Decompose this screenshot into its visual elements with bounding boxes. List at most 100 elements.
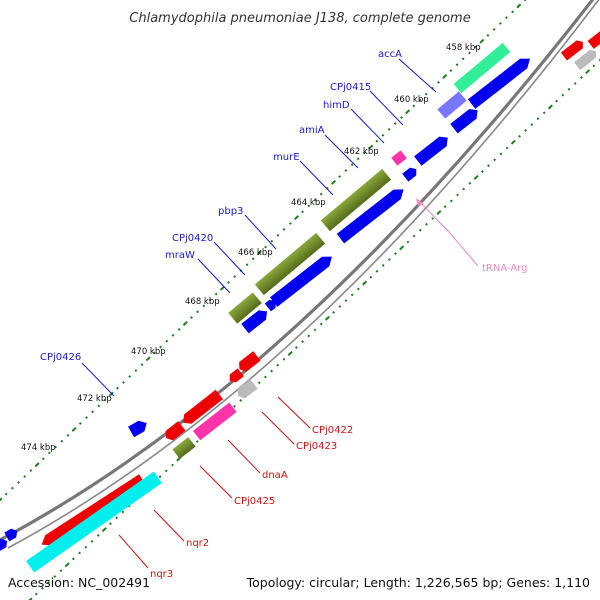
label-himD[interactable]: himD <box>323 100 350 111</box>
scale-dot <box>338 305 342 308</box>
scale-dot <box>418 98 422 102</box>
scale-dot <box>85 416 88 420</box>
gene-blue-small[interactable] <box>402 165 419 182</box>
gene-accA[interactable] <box>453 42 511 94</box>
gene-amiA[interactable] <box>414 133 451 166</box>
gene-pbp3[interactable] <box>254 232 326 296</box>
gene-magenta-small[interactable] <box>391 150 407 166</box>
gene-CPj0415[interactable] <box>437 91 467 119</box>
gene-CPj0422[interactable] <box>234 379 258 401</box>
gene-red-upper-1[interactable] <box>236 351 261 374</box>
scale-dot <box>177 327 181 331</box>
gene-blue-pbp3[interactable] <box>269 252 336 307</box>
scale-dot <box>27 597 33 600</box>
scale-dot <box>34 462 40 468</box>
label-dnaA[interactable]: dnaA <box>262 470 288 481</box>
tick-472kbp: 472 kbp <box>77 394 112 404</box>
gene-red-upper-2[interactable] <box>227 368 244 384</box>
label-nqr2[interactable]: nqr2 <box>186 538 209 549</box>
scale-dot <box>54 445 58 449</box>
label-mraW[interactable]: mraW <box>165 250 195 261</box>
tRNA-Arg-marker <box>416 198 424 206</box>
scale-dot <box>362 280 368 286</box>
label-CPj0425[interactable]: CPj0425 <box>234 496 275 507</box>
label-CPj0423[interactable]: CPj0423 <box>296 441 337 452</box>
scale-dot <box>165 339 169 343</box>
label-CPj0426[interactable]: CPj0426 <box>40 352 81 363</box>
scale-dot <box>338 175 342 178</box>
scale-dot <box>499 152 503 156</box>
scale-dot <box>579 76 583 80</box>
gene-topright-red-1[interactable] <box>560 38 586 61</box>
scale-dot <box>158 475 162 479</box>
scale-dot <box>487 164 490 168</box>
scale-dot <box>330 179 337 185</box>
genome-backbone <box>0 0 600 549</box>
gene-blue-murE[interactable] <box>336 185 407 244</box>
scale-dot <box>64 562 70 568</box>
gene-CPj0425[interactable] <box>172 437 196 459</box>
scale-dot <box>369 275 373 279</box>
scale-dot <box>456 193 459 197</box>
scale-dot <box>443 205 447 209</box>
scale-dot <box>350 293 354 297</box>
scale-dot <box>480 170 484 173</box>
scale-dot <box>319 322 323 326</box>
scale-dot <box>101 527 107 533</box>
tick-464kbp: 464 kbp <box>291 198 326 208</box>
gene-nqr3[interactable] <box>26 471 162 573</box>
scale-dot <box>78 422 82 425</box>
scale-dot <box>90 539 94 543</box>
label-accA[interactable]: accA <box>378 49 402 60</box>
scale-dot <box>0 497 3 503</box>
gene-left-blue-1[interactable] <box>4 527 19 542</box>
scale-dot <box>473 174 479 180</box>
scale-dot <box>276 233 280 237</box>
gene-dnaA[interactable] <box>192 402 237 441</box>
label-pbp3[interactable]: pbp3 <box>218 206 243 217</box>
tick-458kbp: 458 kbp <box>446 43 481 53</box>
scale-dot <box>561 93 565 97</box>
scale-dot <box>66 433 70 437</box>
label-murE[interactable]: murE <box>273 152 300 163</box>
scale-dot <box>505 16 508 20</box>
scale-dot <box>251 257 255 261</box>
scale-dot <box>288 222 292 225</box>
scale-dot <box>29 469 33 473</box>
gene-topright-gray[interactable] <box>574 47 599 71</box>
gene-murE[interactable] <box>320 168 392 232</box>
scale-dot <box>294 346 298 350</box>
scale-dot <box>592 64 596 68</box>
scale-dot <box>436 210 442 216</box>
scale-dot <box>264 245 268 249</box>
label-nqr3[interactable]: nqr3 <box>150 569 173 580</box>
label-CPj0422[interactable]: CPj0422 <box>312 425 353 436</box>
scale-dot <box>128 375 132 378</box>
gene-CPj0423[interactable] <box>179 389 224 428</box>
label-amiA[interactable]: amiA <box>299 125 325 136</box>
label-CPj0420[interactable]: CPj0420 <box>172 233 213 244</box>
scale-dot <box>524 128 528 132</box>
label-CPj0415[interactable]: CPj0415 <box>330 82 371 93</box>
scale-dot <box>17 480 20 484</box>
gene-mraW[interactable] <box>241 307 270 334</box>
scale-dot <box>468 181 472 185</box>
gene-red-small-left[interactable] <box>162 421 186 443</box>
gene-CPj0420[interactable] <box>228 292 262 324</box>
gene-nqr2[interactable] <box>38 474 146 549</box>
scale-dot <box>505 146 509 150</box>
gene-blue-top[interactable] <box>467 54 534 109</box>
scale-dot <box>449 199 453 203</box>
gene-himD[interactable] <box>450 105 481 134</box>
gene-blue-tiny[interactable] <box>264 297 279 312</box>
gene-CPj0426[interactable] <box>128 418 150 438</box>
scale-dot <box>344 299 348 303</box>
gene-topright-red-2[interactable] <box>587 27 600 49</box>
scale-dot <box>406 240 410 244</box>
label-leaders <box>81 58 479 569</box>
scale-dot <box>282 357 286 361</box>
accession-text: Accession: NC_002491 <box>8 575 150 590</box>
label-tRNA-Arg[interactable]: tRNA-Arg <box>482 263 527 274</box>
gene-left-blue-2[interactable] <box>0 537 10 552</box>
